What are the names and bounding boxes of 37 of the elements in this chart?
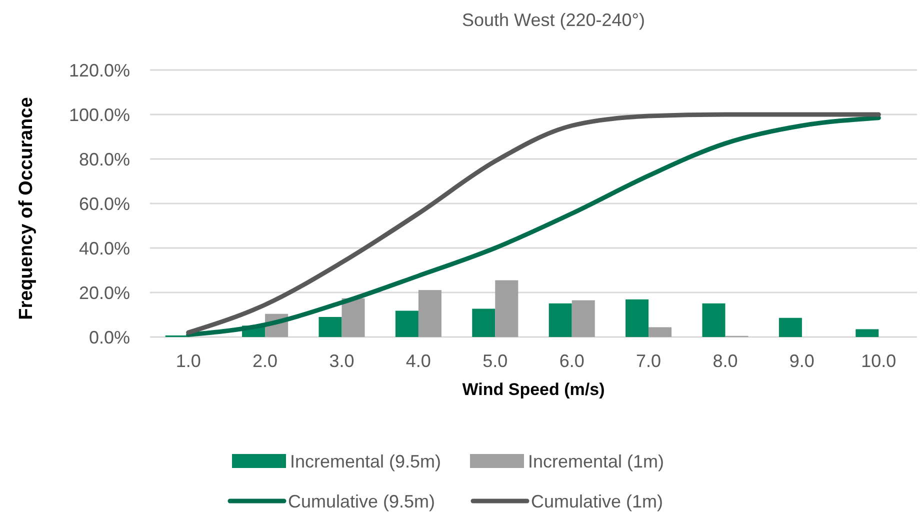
bar (472, 308, 496, 337)
x-tick-label: 6.0 (559, 351, 584, 371)
x-tick-label: 9.0 (789, 351, 814, 371)
bar (648, 327, 672, 337)
bar (418, 290, 442, 337)
x-tick-label: 10.0 (861, 351, 896, 371)
y-axis-title: Frequency of Occurance (16, 97, 37, 320)
bar (495, 280, 518, 337)
y-tick-label: 60.0% (78, 194, 130, 214)
bar (626, 299, 649, 337)
legend-label: Incremental (9.5m) (290, 451, 442, 472)
bar (856, 329, 879, 337)
x-tick-label: 4.0 (406, 351, 431, 371)
y-tick-label: 80.0% (78, 149, 130, 170)
chart-title: South West (220-240°) (462, 10, 645, 30)
bar (318, 316, 342, 337)
x-tick-label: 2.0 (252, 351, 278, 371)
x-tick-label: 3.0 (329, 351, 354, 371)
legend-label: Cumulative (9.5m) (288, 491, 436, 512)
bar (342, 298, 365, 337)
x-axis-title: Wind Speed (m/s) (462, 380, 605, 399)
x-tick-label: 7.0 (636, 351, 662, 371)
y-tick-label: 20.0% (78, 282, 130, 303)
bar (702, 303, 726, 337)
bar (572, 300, 595, 337)
y-tick-label: 120.0% (68, 60, 130, 80)
legend-label: Cumulative (1m) (531, 491, 664, 512)
y-tick-label: 40.0% (78, 238, 130, 258)
legend-label: Incremental (1m) (528, 451, 664, 472)
y-tick-label: 100.0% (68, 104, 130, 125)
bar (395, 310, 418, 337)
x-tick-label: 5.0 (482, 351, 508, 371)
bar (778, 318, 802, 337)
x-tick-label: 1.0 (176, 351, 201, 371)
y-tick-label: 0.0% (88, 327, 130, 348)
bar (548, 303, 572, 337)
x-tick-label: 8.0 (712, 351, 738, 371)
